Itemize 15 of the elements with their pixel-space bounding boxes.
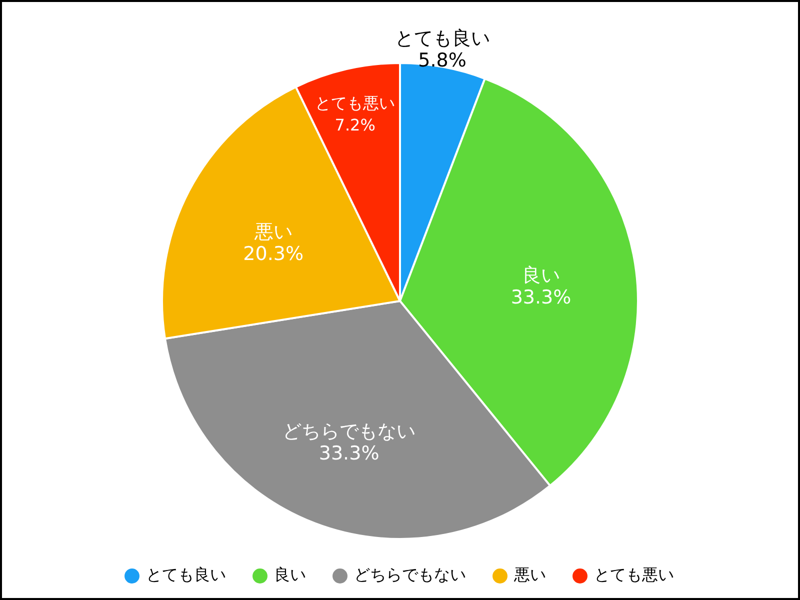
slice-label: 良い [522, 264, 560, 286]
slice-label: どちらでもない [282, 420, 416, 442]
legend-label: どちらでもない [354, 565, 466, 584]
data-label: 5.8% [418, 50, 466, 72]
legend-label: とても良い [146, 565, 226, 584]
slice-label: とても悪い [315, 93, 396, 112]
data-label: 20.3% [243, 243, 304, 266]
slice-label: 悪い [253, 221, 292, 244]
data-label: 7.2% [334, 115, 376, 134]
legend-label: とても悪い [594, 565, 674, 584]
data-label: 33.3% [318, 442, 380, 464]
legend-label: 悪い [513, 565, 546, 584]
legend-label: 良い [274, 565, 306, 584]
data-label: 33.3% [510, 286, 572, 308]
slice-label: とても良い [394, 28, 490, 50]
